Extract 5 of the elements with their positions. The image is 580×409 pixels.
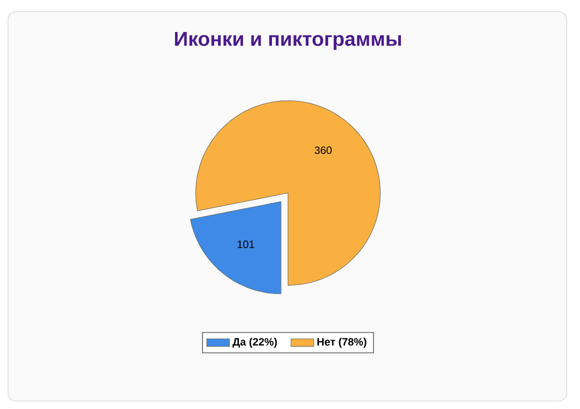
legend-label: Да (22%) [232,338,277,348]
legend-label: Нет (78%) [317,338,366,348]
data-label: 101 [238,240,254,248]
data-label: 360 [314,146,332,154]
chart-title: Иконки и пиктограммы [175,32,401,50]
